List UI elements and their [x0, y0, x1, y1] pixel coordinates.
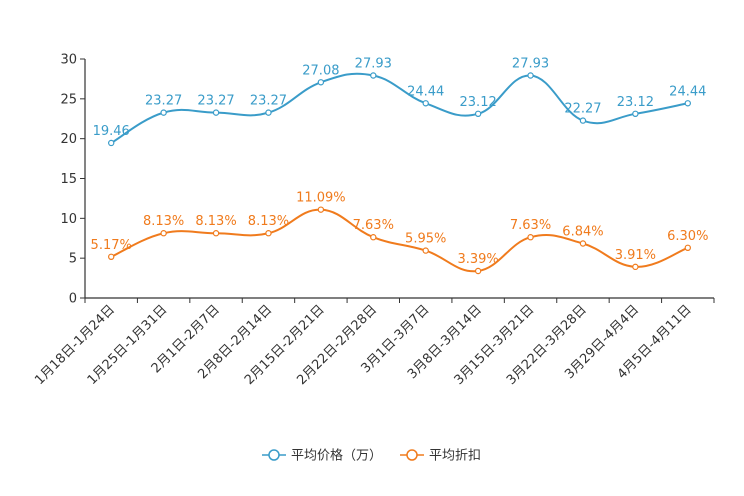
- y-tick-label: 30: [60, 53, 77, 68]
- data-point[interactable]: [160, 230, 167, 237]
- data-point[interactable]: [317, 79, 325, 86]
- data-label: 6.84%: [562, 225, 603, 240]
- data-label: 27.93: [355, 56, 392, 71]
- y-tick-label: 5: [69, 252, 77, 267]
- y-tick-label: 15: [60, 172, 77, 187]
- data-point[interactable]: [579, 240, 587, 247]
- data-label: 23.27: [145, 94, 182, 109]
- data-label: 3.91%: [615, 248, 656, 263]
- data-point[interactable]: [632, 110, 639, 118]
- data-point[interactable]: [265, 230, 272, 237]
- y-tick-label: 10: [60, 212, 77, 227]
- data-label: 11.09%: [296, 191, 346, 206]
- data-label: 23.12: [617, 95, 654, 110]
- data-point[interactable]: [317, 206, 325, 213]
- data-label: 24.44: [407, 84, 444, 99]
- legend[interactable]: 平均价格（万） 平均折扣: [262, 448, 481, 464]
- legend-label: 平均折扣: [429, 449, 481, 464]
- legend-label: 平均价格（万）: [291, 448, 382, 464]
- data-label: 23.27: [250, 94, 287, 109]
- data-label: 5.95%: [405, 232, 446, 247]
- data-point[interactable]: [579, 117, 587, 124]
- data-label: 8.13%: [195, 214, 236, 229]
- data-label: 8.13%: [143, 214, 184, 229]
- data-point[interactable]: [527, 234, 534, 241]
- data-point[interactable]: [108, 253, 115, 261]
- y-tick-label: 0: [69, 292, 77, 307]
- data-point[interactable]: [422, 100, 429, 107]
- series-layer: 19.46 23.27 23.27 23.27 27.08 27.93 24.44 23.12…: [91, 56, 708, 275]
- data-point[interactable]: [474, 267, 482, 275]
- series-2: 5.17% 8.13% 8.13% 8.13% 11.09% 7.63% 5.95% 3.39…: [91, 191, 708, 275]
- data-point[interactable]: [684, 244, 691, 252]
- data-point[interactable]: [265, 109, 272, 116]
- data-point[interactable]: [527, 72, 534, 79]
- data-label: 3.39%: [457, 252, 498, 267]
- data-point[interactable]: [160, 109, 167, 116]
- data-label: 27.93: [512, 56, 549, 71]
- data-point[interactable]: [422, 247, 429, 254]
- data-label: 24.44: [669, 84, 706, 99]
- data-point[interactable]: [474, 110, 482, 118]
- data-label: 7.63%: [353, 218, 394, 233]
- data-point[interactable]: [370, 234, 377, 241]
- legend-marker-icon: [268, 449, 280, 461]
- data-label: 6.30%: [667, 229, 708, 244]
- data-label: 19.46: [93, 124, 130, 139]
- data-point[interactable]: [370, 72, 377, 79]
- y-tick-label: 25: [60, 92, 77, 107]
- legend-item-2[interactable]: 平均折扣: [400, 449, 481, 464]
- y-tick-label: 20: [60, 132, 77, 147]
- data-label: 23.27: [197, 94, 234, 109]
- data-point[interactable]: [632, 263, 639, 271]
- data-label: 23.12: [460, 95, 497, 110]
- data-label: 5.17%: [91, 238, 132, 253]
- legend-marker-icon: [406, 449, 418, 461]
- x-axis-ticks: 1月18日-1月24日1月25日-1月31日2月1日-2月7日2月8日-2月14…: [32, 298, 715, 388]
- data-point[interactable]: [212, 109, 220, 116]
- series-1: 19.46 23.27 23.27 23.27 27.08 27.93 24.44 23.12…: [93, 56, 706, 147]
- data-label: 7.63%: [510, 218, 551, 233]
- data-point[interactable]: [212, 230, 220, 237]
- y-axis-ticks: 0 5 10 15 20 25 30: [60, 53, 85, 307]
- data-label: 22.27: [564, 102, 601, 117]
- data-point[interactable]: [684, 100, 691, 107]
- data-label: 8.13%: [248, 214, 289, 229]
- data-point[interactable]: [108, 139, 115, 147]
- data-label: 27.08: [302, 63, 339, 78]
- legend-item-1[interactable]: 平均价格（万）: [262, 448, 382, 464]
